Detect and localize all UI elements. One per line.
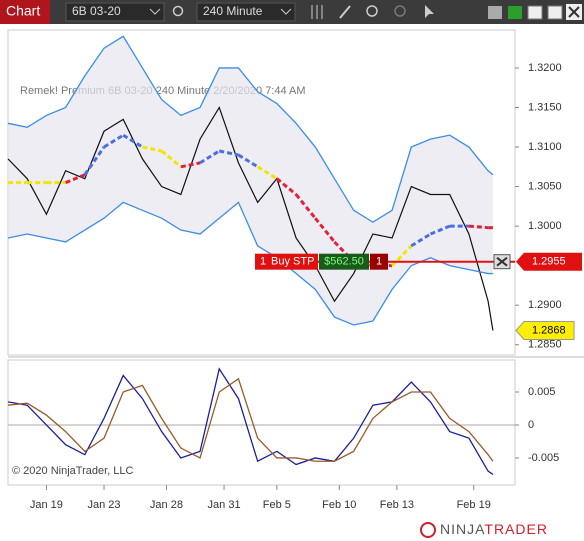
order-qty: 1 xyxy=(260,256,266,268)
band-fill xyxy=(8,36,493,325)
x-tick-label: Jan 23 xyxy=(88,499,121,511)
search-icon[interactable] xyxy=(172,5,184,17)
bars-icon[interactable] xyxy=(311,5,323,19)
series-line xyxy=(7,35,494,223)
x-tick-label: Feb 19 xyxy=(457,499,491,511)
y-tick-label: 0 xyxy=(528,419,534,431)
last-price-tag xyxy=(515,320,575,340)
close-icon xyxy=(568,6,580,18)
middle-segment xyxy=(218,149,239,157)
logo-icon xyxy=(420,522,436,538)
order-box xyxy=(255,253,318,270)
middle-segment xyxy=(294,193,317,220)
series-line xyxy=(7,377,494,462)
middle-segment xyxy=(256,165,278,180)
middle-segment xyxy=(237,153,259,169)
middle-segment xyxy=(160,149,182,168)
x-tick-label: Feb 10 xyxy=(322,499,356,511)
dropdown-arrow xyxy=(280,8,292,15)
tab-title: Chart xyxy=(6,3,40,19)
win-btn[interactable] xyxy=(508,6,522,19)
middle-segment xyxy=(429,224,451,236)
logo-part: TRADER xyxy=(484,521,548,537)
chart-tab[interactable] xyxy=(0,0,50,24)
y-tick-label: -0.005 xyxy=(528,452,559,464)
pointer-icon[interactable] xyxy=(425,5,434,18)
middle-segment xyxy=(314,217,336,243)
series-line xyxy=(7,106,494,331)
middle-segment xyxy=(468,224,489,230)
middle-segment xyxy=(410,232,432,248)
y-tick-label: 1.3100 xyxy=(528,141,562,153)
instrument: 6B 03-20 xyxy=(72,4,121,18)
logo-part: NINJA xyxy=(440,521,485,537)
price-tag-label: 1.2955 xyxy=(532,256,566,268)
zoom-out-icon[interactable] xyxy=(394,5,406,17)
win-btn[interactable] xyxy=(488,6,502,19)
middle-segment xyxy=(65,173,86,185)
x-tick-label: Jan 28 xyxy=(150,499,183,511)
series-line xyxy=(7,367,494,475)
cancel-icon xyxy=(496,256,508,267)
y-tick-label: 0.005 xyxy=(528,386,556,398)
logo: NINJATRADER xyxy=(440,521,548,537)
price-tag xyxy=(516,252,582,271)
win-btn[interactable] xyxy=(547,5,563,20)
draw-icon[interactable] xyxy=(339,5,351,19)
series-line xyxy=(7,201,493,326)
interval: 240 Minute xyxy=(203,4,263,18)
y-tick-label: 1.2900 xyxy=(528,299,562,311)
interval-select[interactable] xyxy=(196,2,296,22)
middle-segment xyxy=(199,149,221,165)
oscillator-panel xyxy=(7,359,516,486)
middle-segment xyxy=(180,161,201,169)
copyright: © 2020 NinjaTrader, LLC xyxy=(12,465,133,477)
middle-segment xyxy=(122,133,144,149)
win-btn[interactable] xyxy=(527,5,543,20)
order-label: Buy STP xyxy=(271,256,314,268)
middle-segment xyxy=(83,146,106,176)
x-tick-label: Feb 13 xyxy=(380,499,414,511)
instrument-select[interactable] xyxy=(65,2,165,22)
middle-segment xyxy=(142,145,162,153)
x-tick-label: Jan 19 xyxy=(30,499,63,511)
y-tick-label: 1.3050 xyxy=(528,180,562,192)
pnl-box xyxy=(319,253,369,270)
qty-box xyxy=(370,253,388,270)
x-tick-label: Feb 5 xyxy=(263,499,291,511)
middle-segment xyxy=(103,133,125,149)
y-tick-label: 1.3000 xyxy=(528,220,562,232)
last-price-label: 1.2868 xyxy=(532,324,566,336)
middle-segment xyxy=(333,240,355,263)
middle-segment xyxy=(275,177,298,196)
zoom-in-icon[interactable] xyxy=(366,5,378,17)
y-tick-label: 1.3200 xyxy=(528,62,562,74)
order-pnl: $562.50 xyxy=(324,256,364,268)
y-tick-label: 1.3150 xyxy=(528,101,562,113)
x-tick-label: Jan 31 xyxy=(208,499,241,511)
plot: 1.3200 1.3150 1.3100 1.3050 1.3000 1.2900 1.28… xyxy=(7,35,582,511)
y-tick-label: 1.2850 xyxy=(528,339,562,351)
order-qty2: 1 xyxy=(376,256,382,268)
dropdown-arrow xyxy=(149,8,161,15)
